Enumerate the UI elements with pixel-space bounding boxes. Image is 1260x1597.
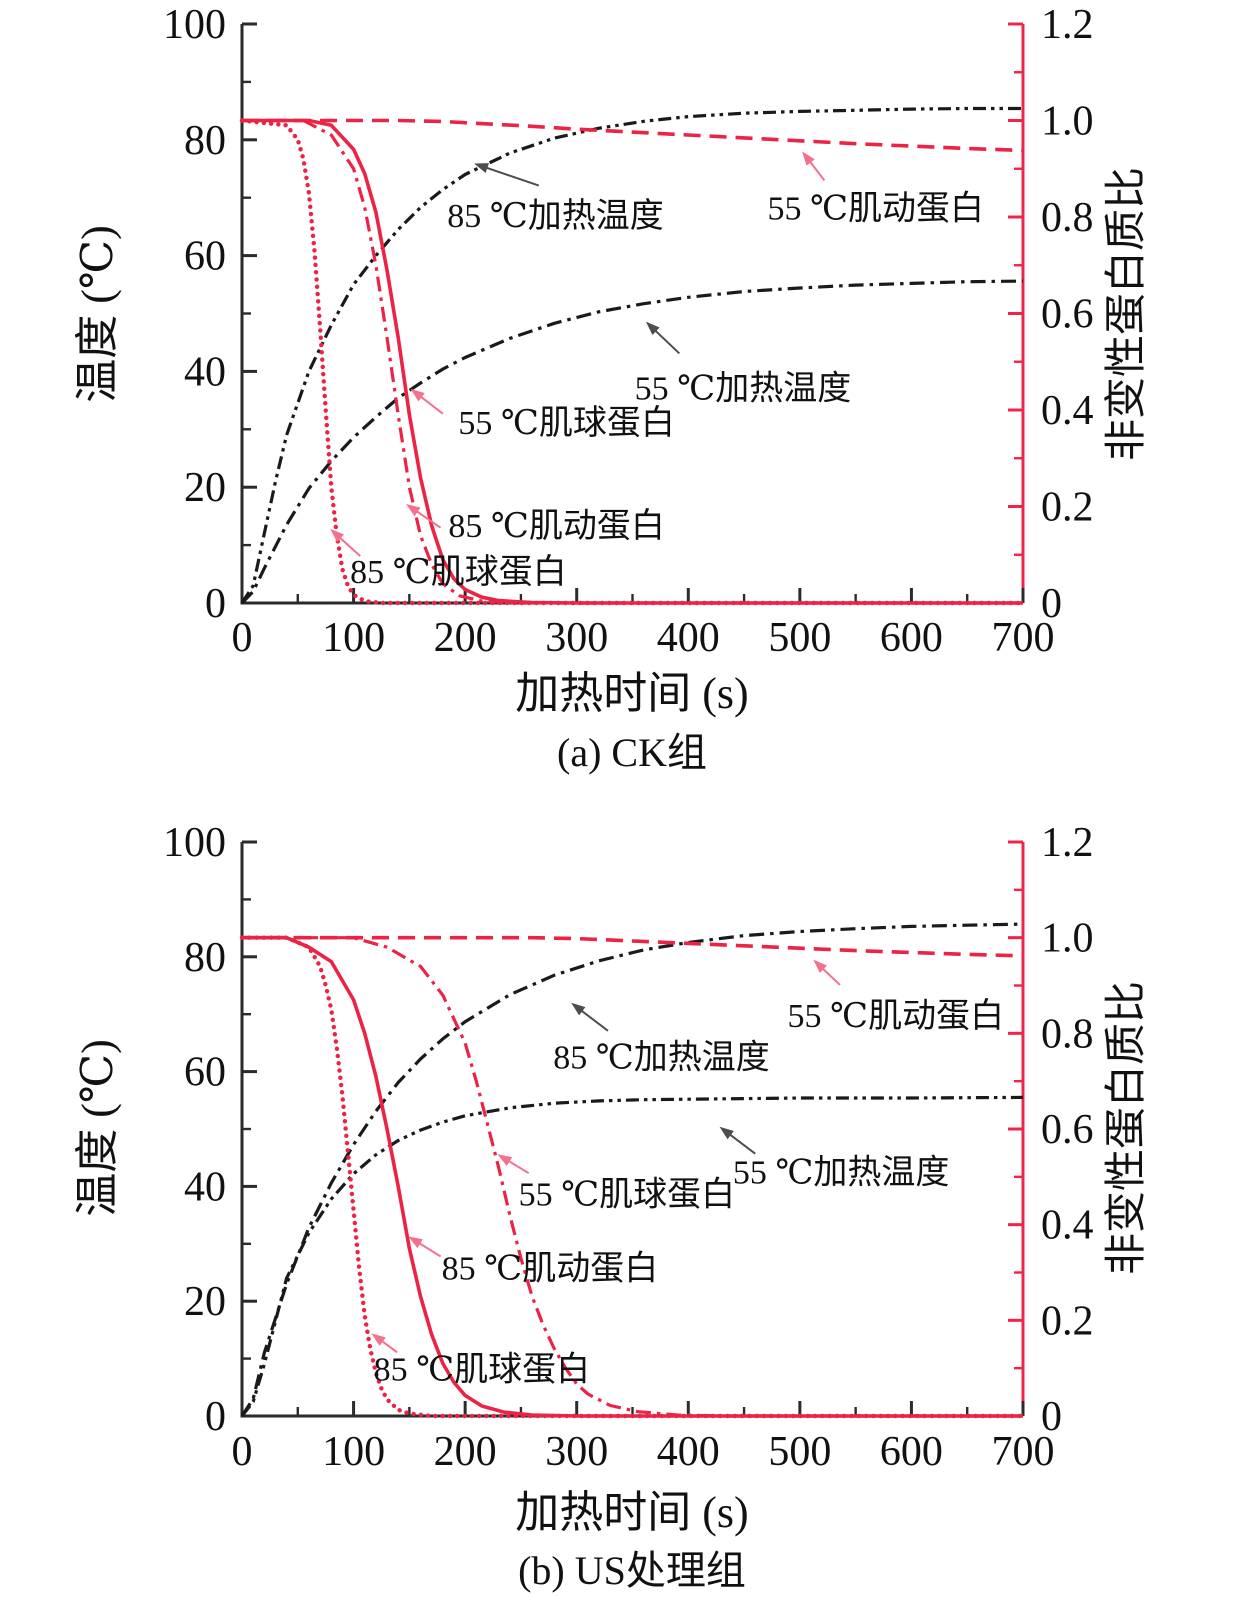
x-tick-label: 600 bbox=[880, 1429, 943, 1475]
annotation-label: 55 ℃肌动蛋白 bbox=[767, 190, 984, 228]
curve-myosin85 bbox=[239, 118, 1026, 606]
y-left-tick-label: 20 bbox=[184, 1279, 226, 1325]
annotation-arrow-line bbox=[337, 535, 361, 557]
y-right-tick-label: 0.2 bbox=[1041, 485, 1094, 531]
annotation-arrow-head bbox=[571, 1002, 586, 1016]
panel-b-ylabel-right: 非变性蛋白质比 bbox=[1103, 981, 1150, 1275]
x-tick-label: 0 bbox=[232, 615, 253, 661]
x-tick-label: 100 bbox=[322, 1429, 385, 1475]
annotation-label: 85 ℃加热温度 bbox=[553, 1039, 770, 1077]
panel-b-us: 0 100 200 300 400 500 600 70002040608010000.20.… bbox=[163, 820, 1094, 1475]
annotation-label: 55 ℃肌球蛋白 bbox=[519, 1175, 736, 1213]
y-right-tick-label: 1.0 bbox=[1041, 99, 1094, 145]
annotation-arrow-line bbox=[808, 159, 826, 181]
y-left-tick-label: 60 bbox=[184, 1050, 226, 1096]
y-left-tick-label: 60 bbox=[184, 234, 226, 280]
y-right-tick-label: 0.8 bbox=[1041, 1011, 1094, 1057]
panel-b-xlabel: 加热时间 (s) bbox=[515, 1488, 748, 1537]
y-left-tick-label: 80 bbox=[184, 118, 226, 164]
annotation-arrow-line bbox=[579, 1008, 609, 1032]
curve-temp55 bbox=[240, 279, 1024, 605]
y-left-tick-label: 40 bbox=[184, 1164, 226, 1210]
annotation-arrow-line bbox=[484, 166, 540, 187]
annotation-label: 55 ℃肌动蛋白 bbox=[788, 997, 1005, 1035]
y-left-tick-label: 0 bbox=[205, 1394, 226, 1440]
y-right-tick-label: 0.6 bbox=[1041, 1107, 1094, 1153]
annotation-arrow-head bbox=[813, 959, 827, 974]
x-tick-label: 100 bbox=[322, 615, 385, 661]
y-right-tick-label: 0 bbox=[1041, 1394, 1062, 1440]
y-left-tick-label: 20 bbox=[184, 465, 226, 511]
annotation-label: 85 ℃加热温度 bbox=[447, 197, 664, 235]
y-right-tick-label: 0.4 bbox=[1041, 388, 1094, 434]
annotation-arrow-line bbox=[820, 966, 841, 986]
x-tick-label: 600 bbox=[880, 615, 943, 661]
y-right-tick-label: 0.2 bbox=[1041, 1298, 1094, 1344]
y-right-tick-label: 1.2 bbox=[1041, 820, 1094, 866]
annotation-arrow-head bbox=[645, 321, 660, 336]
y-left-tick-label: 80 bbox=[184, 935, 226, 981]
annotation-arrow-head bbox=[408, 1236, 423, 1249]
panel-b-ylabel-left: 温度 (℃) bbox=[73, 1039, 122, 1217]
annotation-arrow-line bbox=[653, 328, 681, 355]
x-tick-label: 200 bbox=[434, 1429, 497, 1475]
annotation-arrow-head bbox=[330, 528, 345, 543]
curve-temp85 bbox=[240, 922, 1024, 1417]
y-left-tick-label: 100 bbox=[163, 820, 226, 866]
curve-temp55 bbox=[240, 1095, 1024, 1417]
x-tick-label: 500 bbox=[768, 615, 831, 661]
x-tick-label: 400 bbox=[657, 615, 720, 661]
panel-a-xlabel: 加热时间 (s) bbox=[515, 669, 748, 718]
x-tick-label: 700 bbox=[992, 615, 1055, 661]
curve-actin85 bbox=[242, 935, 1023, 1418]
annotation-label: 55 ℃肌球蛋白 bbox=[458, 404, 675, 442]
annotation-label: 85 ℃肌动蛋白 bbox=[448, 507, 665, 545]
x-tick-label: 300 bbox=[545, 615, 608, 661]
annotation-arrow-head bbox=[371, 1333, 386, 1346]
annotation-arrow-head bbox=[719, 1126, 734, 1140]
annotation-label: 55 ℃加热温度 bbox=[635, 370, 852, 408]
annotation-label: 55 ℃加热温度 bbox=[733, 1153, 950, 1191]
y-left-tick-label: 40 bbox=[184, 349, 226, 395]
panel-a-ck: 0 100 200 300 400 500 600 70002040608010000.20.… bbox=[163, 2, 1094, 661]
annotation-arrow-head bbox=[406, 503, 421, 517]
curve-myosin85 bbox=[239, 935, 1026, 1419]
annotation-arrow-line bbox=[727, 1132, 756, 1155]
y-right-tick-label: 0.4 bbox=[1041, 1203, 1094, 1249]
annotation-arrow-line bbox=[506, 1159, 530, 1175]
annotation-label: 85 ℃肌球蛋白 bbox=[374, 1350, 591, 1388]
curve-actin85 bbox=[242, 118, 1023, 605]
annotation-arrow-line bbox=[418, 394, 444, 415]
panel-a-ylabel-right: 非变性蛋白质比 bbox=[1103, 167, 1150, 461]
y-right-tick-label: 0.6 bbox=[1041, 292, 1094, 338]
y-left-tick-label: 100 bbox=[163, 2, 226, 48]
x-tick-label: 500 bbox=[768, 1429, 831, 1475]
y-right-tick-label: 1.2 bbox=[1041, 2, 1094, 48]
panel-a-ylabel-left: 温度 (℃) bbox=[73, 225, 122, 403]
annotation-arrow-head bbox=[802, 151, 815, 166]
curve-actin55 bbox=[242, 118, 1024, 153]
y-right-tick-label: 1.0 bbox=[1041, 916, 1094, 962]
curve-actin55 bbox=[242, 935, 1024, 958]
annotation-arrow-head bbox=[410, 388, 425, 402]
annotation-label: 85 ℃肌球蛋白 bbox=[350, 553, 567, 591]
annotation-arrow-head bbox=[497, 1154, 513, 1166]
curve-temp85 bbox=[240, 106, 1023, 604]
y-left-tick-label: 0 bbox=[205, 581, 226, 627]
x-tick-label: 0 bbox=[232, 1429, 253, 1475]
annotation-arrow-line bbox=[379, 1339, 398, 1354]
annotation-label: 85 ℃肌动蛋白 bbox=[442, 1249, 659, 1287]
x-tick-label: 300 bbox=[545, 1429, 608, 1475]
panel-a-caption: (a) CK组 bbox=[557, 730, 707, 775]
annotation-arrow-line bbox=[417, 1241, 442, 1258]
x-tick-label: 400 bbox=[657, 1429, 720, 1475]
x-tick-label: 700 bbox=[992, 1429, 1055, 1475]
annotation-arrow-head bbox=[474, 163, 489, 173]
panel-b-caption: (b) US处理组 bbox=[518, 1548, 746, 1593]
x-tick-label: 200 bbox=[434, 615, 497, 661]
y-right-tick-label: 0 bbox=[1041, 581, 1062, 627]
y-right-tick-label: 0.8 bbox=[1041, 195, 1094, 241]
annotation-arrow-line bbox=[414, 509, 442, 529]
